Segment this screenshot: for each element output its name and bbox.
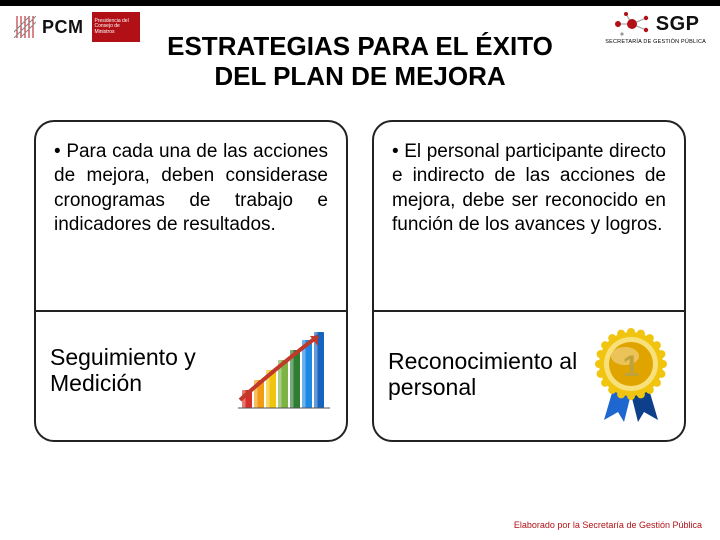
sgp-network-icon	[612, 10, 652, 38]
bullet: •	[392, 141, 399, 162]
body-text: El personal participante directo e indir…	[392, 141, 666, 235]
card-text: • El personal participante directo e ind…	[392, 140, 666, 237]
first-place-medal-icon: 1	[592, 328, 670, 422]
card-text: • Para cada una de las acciones de mejor…	[54, 140, 328, 237]
card-footer: Reconocimiento al personal 1	[374, 312, 684, 440]
body-text: Para cada una de las acciones de mejora,…	[54, 141, 328, 235]
card-label: Seguimiento y Medición	[50, 345, 228, 397]
card-footer: Seguimiento y Medición	[36, 312, 346, 432]
sgp-subtext: SECRETARÍA DE GESTIÓN PÚBLICA	[605, 39, 706, 45]
logo-right: SGP SECRETARÍA DE GESTIÓN PÚBLICA	[605, 10, 706, 45]
svg-text:1: 1	[623, 350, 640, 383]
footer-credit: Elaborado por la Secretaría de Gestión P…	[514, 520, 702, 530]
slide: PCM Presidencia del Consejo de Ministros…	[0, 0, 720, 540]
card-seguimiento: • Para cada una de las acciones de mejor…	[34, 120, 348, 442]
sgp-text: SGP	[656, 13, 700, 36]
top-bar	[0, 0, 720, 6]
cards-row: • Para cada una de las acciones de mejor…	[34, 120, 686, 442]
header: PCM Presidencia del Consejo de Ministros…	[0, 10, 720, 90]
card-body: • Para cada una de las acciones de mejor…	[36, 122, 346, 310]
bullet: •	[54, 141, 61, 162]
card-reconocimiento: • El personal participante directo e ind…	[372, 120, 686, 442]
card-label: Reconocimiento al personal	[388, 349, 584, 401]
bar-chart-icon	[236, 328, 332, 414]
title-line-2: DEL PLAN DE MEJORA	[0, 62, 720, 92]
card-body: • El personal participante directo e ind…	[374, 122, 684, 310]
